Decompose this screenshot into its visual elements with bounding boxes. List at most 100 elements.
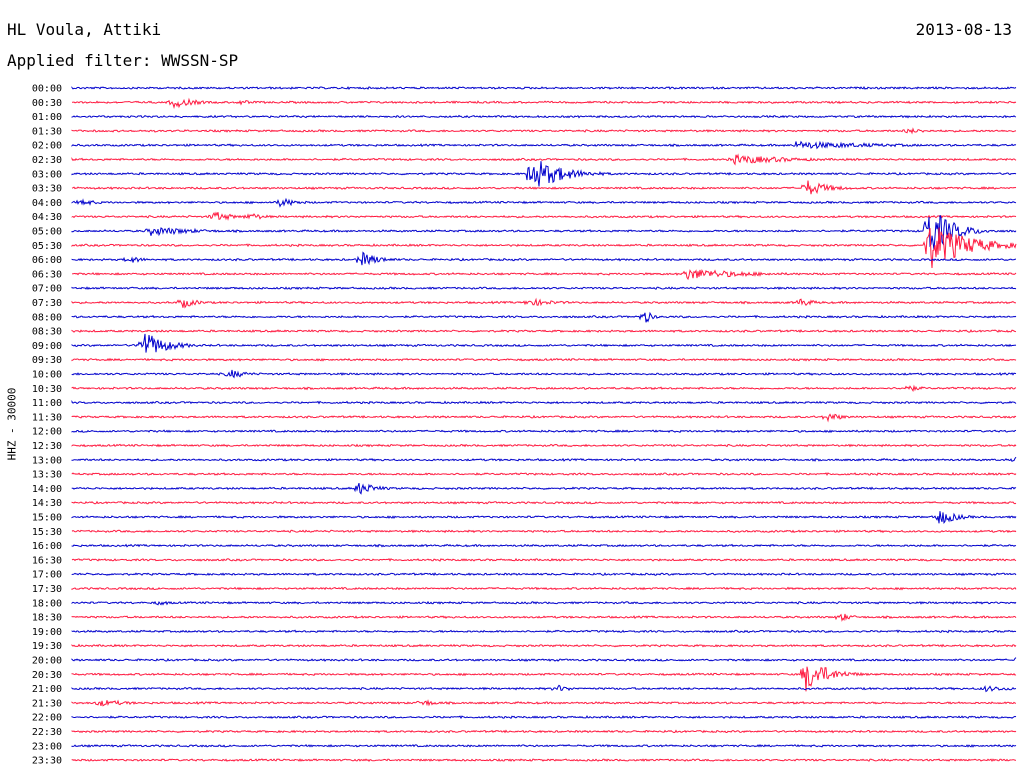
row-time-label: 05:30 [32,241,62,252]
trace-row [71,600,1017,606]
trace-row [71,643,1017,648]
row-time-label: 17:00 [32,570,62,581]
trace-row [71,557,1017,562]
trace-row [71,699,1017,707]
row-time-label: 07:30 [32,298,62,309]
row-time-label: 17:30 [32,584,62,595]
trace-row [71,114,1017,119]
row-time-label: 04:00 [32,198,62,209]
trace-row [71,758,1016,763]
trace-row [71,613,1017,622]
row-time-label: 15:00 [32,513,62,524]
trace-row [71,251,1017,266]
trace-row [71,413,1017,423]
row-time-label: 01:00 [32,112,62,123]
trace-row [71,297,1017,309]
trace-row [71,511,1017,525]
trace-row [71,214,1017,250]
trace-row [71,97,1017,109]
row-time-label: 19:00 [32,627,62,638]
trace-row [71,286,1017,291]
trace-row [71,269,1017,281]
trace-row [71,357,1017,362]
trace-row [71,684,1017,693]
row-time-label: 09:00 [32,341,62,352]
trace-row [71,211,1017,221]
trace-row [71,443,1017,448]
trace-row [71,743,1017,748]
row-time-label: 14:00 [32,484,62,495]
row-time-label: 02:30 [32,155,62,166]
row-time-label: 06:00 [32,255,62,266]
trace-row [71,629,1017,634]
row-time-label: 08:30 [32,327,62,338]
row-time-label: 07:00 [32,284,62,295]
row-time-label: 23:00 [32,741,62,752]
trace-row [71,399,1017,405]
row-time-label: 23:30 [32,756,62,767]
trace-row [71,227,1017,269]
row-time-label: 11:30 [32,412,62,423]
trace-row [71,666,1017,692]
trace-row [71,197,1017,208]
row-time-label: 22:30 [32,727,62,738]
row-time-label: 12:00 [32,427,62,438]
trace-row [71,456,1017,463]
trace-row [71,657,1017,662]
row-time-label: 03:00 [32,169,62,180]
row-time-label: 16:30 [32,555,62,566]
row-time-label: 16:00 [32,541,62,552]
date-label: 2013-08-13 [915,20,1012,39]
trace-row [71,180,1017,195]
trace-row [71,311,1017,323]
trace-row [71,729,1017,734]
trace-row [71,85,1017,90]
row-time-label: 05:00 [32,227,62,238]
trace-row [71,529,1017,534]
trace-row [71,161,1017,187]
row-time-label: 21:00 [32,684,62,695]
trace-row [71,500,1017,505]
row-time-label: 08:00 [32,312,62,323]
row-time-label: 15:30 [32,527,62,538]
filter-label: Applied filter: WWSSN-SP [7,51,239,70]
row-time-label: 20:00 [32,656,62,667]
trace-row [71,429,1017,434]
trace-row [71,153,1017,166]
row-time-label: 20:30 [32,670,62,681]
row-time-label: 00:00 [32,84,62,95]
row-time-label: 18:00 [32,598,62,609]
row-time-label: 12:30 [32,441,62,452]
row-time-label: 03:30 [32,184,62,195]
trace-row [71,715,1017,720]
row-time-label: 04:30 [32,212,62,223]
trace-row [71,586,1017,591]
trace-row [71,369,1017,379]
trace-row [71,127,1017,135]
trace-row [71,572,1017,577]
row-time-label: 00:30 [32,98,62,109]
trace-row [71,384,1017,392]
row-time-label: 13:30 [32,470,62,481]
row-time-label: 14:30 [32,498,62,509]
trace-row [71,543,1017,548]
row-time-label: 18:30 [32,613,62,624]
trace-row [71,329,1017,334]
trace-row [71,140,1017,150]
trace-row [71,482,1017,495]
row-time-label: 21:30 [32,698,62,709]
row-time-label: 11:00 [32,398,62,409]
row-time-label: 10:30 [32,384,62,395]
row-time-label: 13:00 [32,455,62,466]
row-time-label: 22:00 [32,713,62,724]
row-time-label: 19:30 [32,641,62,652]
trace-row [71,333,1017,353]
row-time-label: 09:30 [32,355,62,366]
trace-row [71,472,1017,476]
row-time-label: 06:30 [32,269,62,280]
row-time-label: 01:30 [32,126,62,137]
row-time-label: 02:00 [32,141,62,152]
station-title: HL Voula, Attiki [7,20,162,39]
row-time-label: 10:00 [32,370,62,381]
